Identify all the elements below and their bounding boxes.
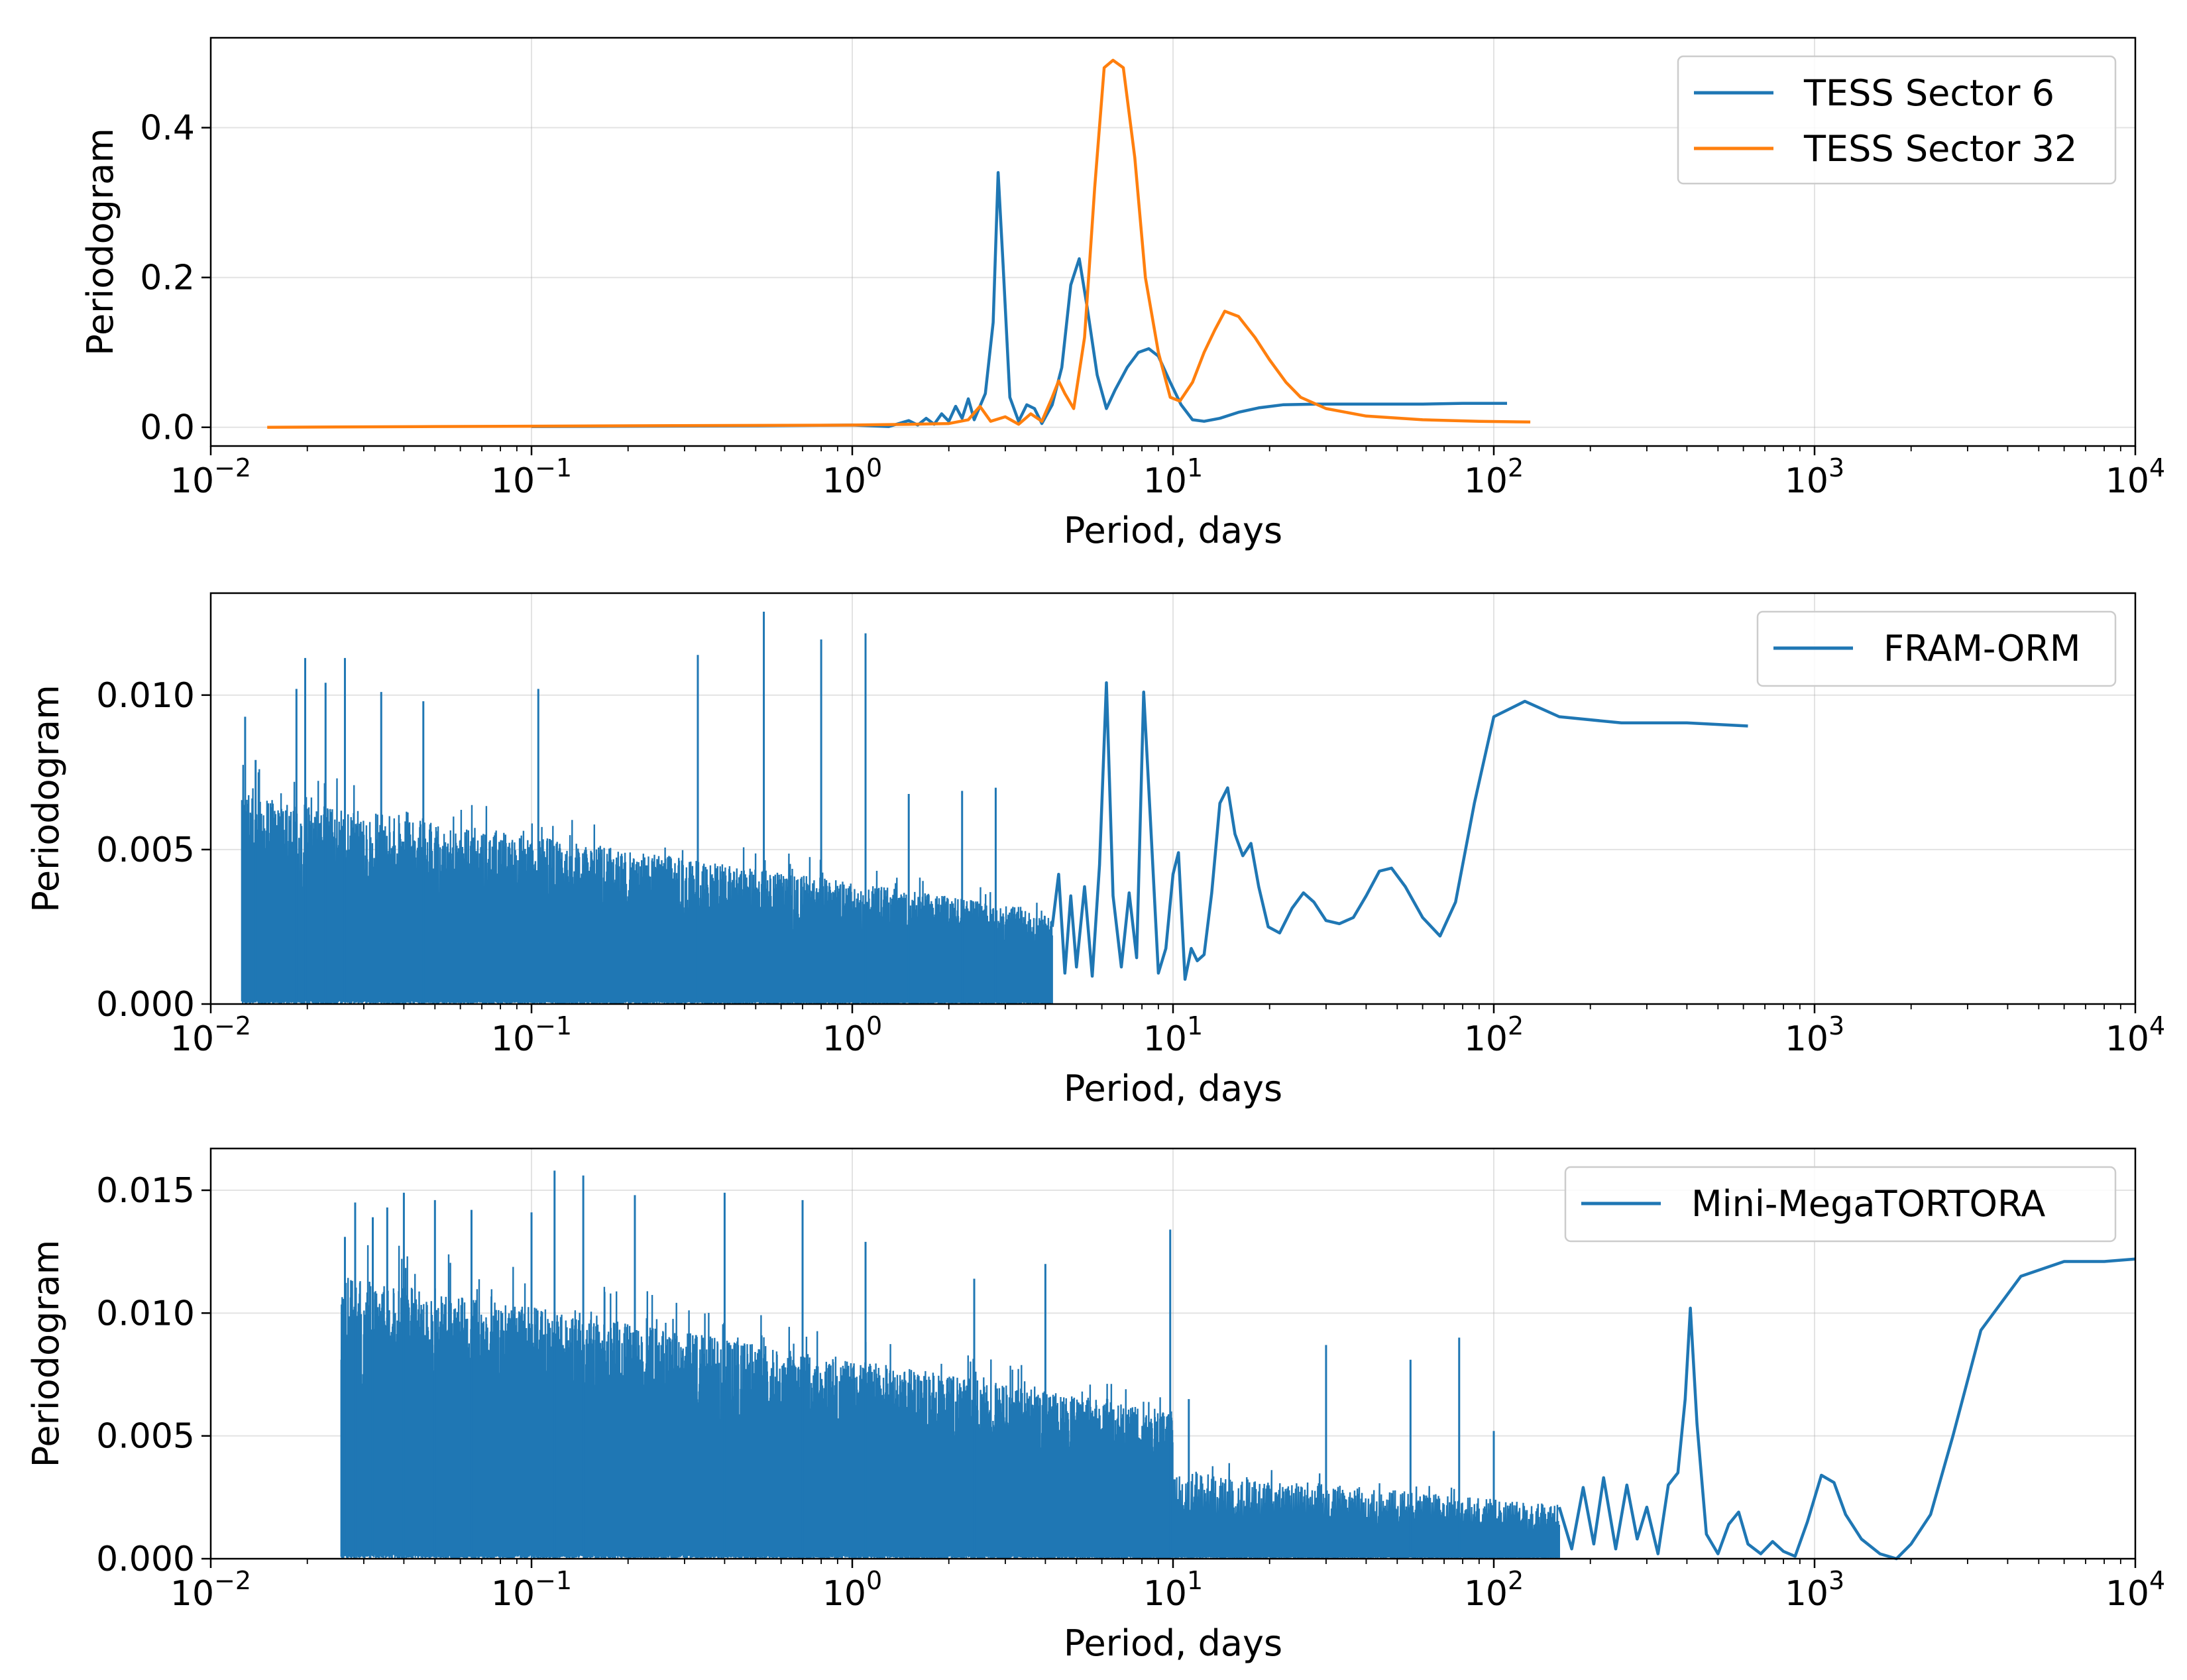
periodogram-noise-line [340, 1245, 1174, 1559]
panel-tess: 10−2 10−1 100 101 102 103 104 0.0 0.2 0.4 Period,… [80, 36, 2165, 551]
x-axis-label: Period, days [1064, 1622, 1282, 1664]
legend: TESS Sector 6 TESS Sector 32 [1677, 55, 2117, 185]
series-line-fram-orm [1050, 681, 1748, 981]
periodogram-noise-line [241, 765, 1053, 1005]
panel-mini-megatortora: 10−2 10−1 100 101 102 103 104 0.000 0.005 0.010 0.… [25, 1147, 2165, 1664]
x-tick-label: 102 [1464, 1011, 1524, 1059]
y-tick-label: 0.4 [140, 109, 195, 148]
x-tick-label: 104 [2105, 453, 2165, 501]
legend: FRAM-ORM [1756, 610, 2117, 687]
x-axis-label: Period, days [1064, 1068, 1282, 1109]
x-tick-label: 102 [1464, 453, 1524, 501]
x-tick-label: 10−1 [491, 1566, 572, 1614]
x-tick-label: 10−2 [170, 1011, 251, 1059]
y-tick-label: 0.005 [96, 830, 195, 870]
x-tick-label: 10−2 [170, 1566, 251, 1614]
x-tick-label: 100 [822, 453, 882, 501]
y-axis-label: Periodogram [25, 685, 67, 913]
x-tick-label: 103 [1785, 1566, 1844, 1614]
panel-fram-orm: 10−2 10−1 100 101 102 103 104 0.000 0.005 0.010 P… [25, 592, 2165, 1109]
y-tick-label: 0.2 [140, 258, 195, 298]
y-tick-label: 0.0 [140, 408, 195, 448]
legend-label-tess-sector-6: TESS Sector 6 [1803, 72, 2054, 114]
x-tick-label: 102 [1464, 1566, 1524, 1614]
legend-box [1564, 1166, 2117, 1243]
legend-label-tess-sector-32: TESS Sector 32 [1803, 128, 2077, 170]
x-tick-label: 10−2 [170, 453, 251, 501]
legend-box [1677, 55, 2117, 185]
x-tick-label: 101 [1143, 1566, 1203, 1614]
y-axis-label: Periodogram [25, 1240, 67, 1468]
legend-label-fram-orm: FRAM-ORM [1883, 628, 2081, 669]
x-axis-label: Period, days [1064, 510, 1282, 551]
y-axis-label: Periodogram [80, 128, 121, 356]
x-tick-label: 100 [822, 1566, 882, 1614]
legend-label-mini-megatortora: Mini-MegaTORTORA [1691, 1183, 2045, 1225]
x-tick-label: 104 [2105, 1011, 2165, 1059]
x-tick-label: 101 [1143, 453, 1203, 501]
x-tick-label: 103 [1785, 453, 1844, 501]
legend-box [1756, 610, 2117, 687]
y-tick-label: 0.000 [96, 1540, 195, 1579]
series-line-tess-sector-32 [267, 58, 1531, 429]
periodogram-noise-line [1172, 1463, 1560, 1559]
x-tick-label: 100 [822, 1011, 882, 1059]
series-line-mini-megatortora [1557, 1257, 2136, 1561]
y-tick-label: 0.010 [96, 676, 195, 716]
x-tick-label: 10−1 [491, 453, 572, 501]
y-tick-label: 0.010 [96, 1294, 195, 1333]
x-tick-label: 103 [1785, 1011, 1844, 1059]
y-tick-label: 0.000 [96, 985, 195, 1025]
legend: Mini-MegaTORTORA [1564, 1166, 2117, 1243]
x-tick-label: 104 [2105, 1566, 2165, 1614]
x-tick-label: 10−1 [491, 1011, 572, 1059]
x-tick-label: 101 [1143, 1011, 1203, 1059]
y-tick-label: 0.015 [96, 1171, 195, 1211]
y-tick-label: 0.005 [96, 1417, 195, 1457]
